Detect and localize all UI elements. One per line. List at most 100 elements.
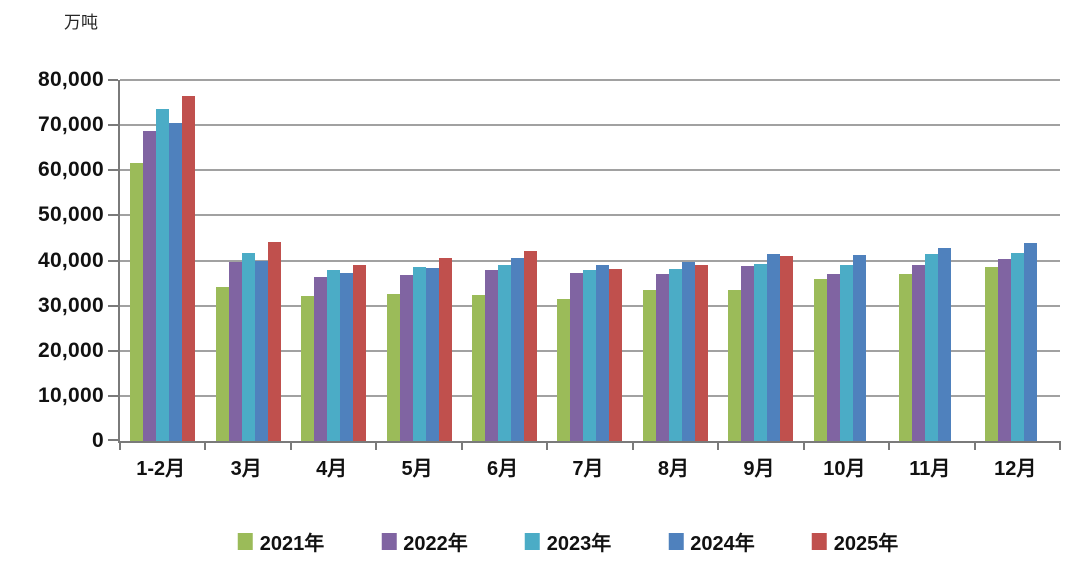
bar — [767, 254, 781, 441]
x-axis-tick-label: 8月 — [657, 458, 689, 480]
x-axis-tick-label: 4月 — [316, 458, 348, 480]
category-group — [547, 80, 632, 441]
bar — [741, 266, 755, 441]
y-axis-tick — [108, 169, 118, 172]
x-axis-tick-label: 11月 — [909, 458, 951, 480]
x-axis-tick — [289, 441, 292, 450]
bar — [215, 287, 229, 441]
bar — [596, 265, 610, 441]
y-axis-tick-labels: 0 10,000 20,000 30,000 40,000 50,000 60,000 70,… — [0, 68, 104, 452]
x-axis-tick — [973, 441, 976, 450]
bar — [156, 109, 170, 441]
bar — [438, 258, 452, 441]
x-axis-tick — [375, 441, 378, 450]
legend-item: 2023年 — [524, 527, 612, 556]
bar — [353, 265, 367, 441]
y-axis-tick-label: 80,000 — [37, 68, 104, 91]
bar — [228, 262, 242, 441]
category-group — [633, 80, 718, 441]
bar — [728, 290, 742, 441]
legend-label: 2023年 — [546, 533, 612, 555]
bar — [267, 242, 281, 441]
y-axis-tick-label: 70,000 — [37, 113, 104, 137]
bar — [912, 264, 926, 441]
legend-swatch — [237, 533, 253, 550]
x-axis-tick-label: 7月 — [572, 458, 604, 480]
bar — [839, 265, 853, 441]
y-axis-tick-label: 30,000 — [37, 293, 104, 317]
x-axis-tick — [204, 441, 207, 450]
bar — [899, 273, 913, 441]
category-group — [205, 80, 290, 441]
bar — [254, 260, 268, 441]
y-axis-title: 万吨 — [64, 13, 98, 32]
y-axis-tick-label: 20,000 — [37, 338, 104, 362]
y-axis-tick-label: 0 — [92, 429, 104, 452]
bar — [997, 258, 1011, 441]
legend-swatch — [524, 533, 540, 550]
bar — [498, 265, 512, 441]
legend-item: 2022年 — [381, 527, 468, 556]
bar — [583, 270, 597, 441]
bar — [511, 258, 525, 441]
x-axis-tick — [888, 441, 891, 450]
bar — [241, 252, 255, 441]
y-axis-tick-label: 60,000 — [37, 158, 104, 182]
bar — [143, 131, 157, 441]
bar — [852, 255, 866, 441]
x-axis-tick-label: 12月 — [994, 458, 1037, 480]
y-axis-tick — [108, 394, 118, 397]
bar — [984, 267, 998, 441]
x-axis-tick-label: 5月 — [401, 458, 433, 480]
x-axis-tick — [631, 441, 634, 450]
bar — [327, 269, 341, 441]
bars-layer — [120, 80, 1060, 441]
y-axis-tick — [108, 349, 118, 352]
gridline — [120, 79, 1060, 81]
legend-item: 2024年 — [668, 527, 755, 556]
bar — [668, 268, 682, 441]
bar — [399, 274, 413, 441]
bar — [938, 247, 952, 441]
category-group — [804, 80, 889, 441]
x-axis-tick-label: 10月 — [823, 458, 866, 480]
bar — [570, 272, 584, 441]
legend-swatch — [811, 533, 827, 550]
x-axis-tick — [802, 441, 805, 450]
legend-label: 2024年 — [690, 533, 755, 555]
gridline — [120, 214, 1060, 217]
bar — [182, 95, 196, 441]
legend-swatch — [381, 533, 397, 550]
legend-item: 2025年 — [811, 527, 898, 556]
y-axis-tick — [108, 79, 118, 81]
bar — [642, 289, 656, 441]
bar — [485, 269, 499, 441]
y-axis-tick — [108, 304, 118, 307]
bar — [301, 295, 315, 441]
y-axis-tick — [108, 124, 118, 127]
bar — [524, 251, 538, 441]
legend-label: 2022年 — [403, 533, 468, 555]
bar — [813, 279, 827, 441]
legend-item: 2021年 — [237, 527, 324, 556]
x-axis-tick — [717, 441, 720, 450]
bar — [780, 256, 794, 441]
category-group — [120, 80, 205, 441]
x-axis-tick-label: 6月 — [486, 458, 519, 480]
gridline — [120, 124, 1060, 127]
category-group — [718, 80, 803, 441]
bar — [386, 293, 400, 441]
x-axis-tick — [546, 441, 549, 450]
bar — [754, 263, 768, 441]
bar — [557, 299, 571, 441]
category-group — [889, 80, 974, 441]
bar — [609, 269, 623, 441]
x-axis-tick — [460, 441, 463, 450]
bar — [425, 267, 439, 441]
bar — [925, 254, 939, 441]
y-axis-tick-label: 10,000 — [37, 383, 104, 407]
bar — [1010, 253, 1024, 441]
y-axis-tick — [108, 439, 118, 441]
bar — [412, 266, 426, 441]
